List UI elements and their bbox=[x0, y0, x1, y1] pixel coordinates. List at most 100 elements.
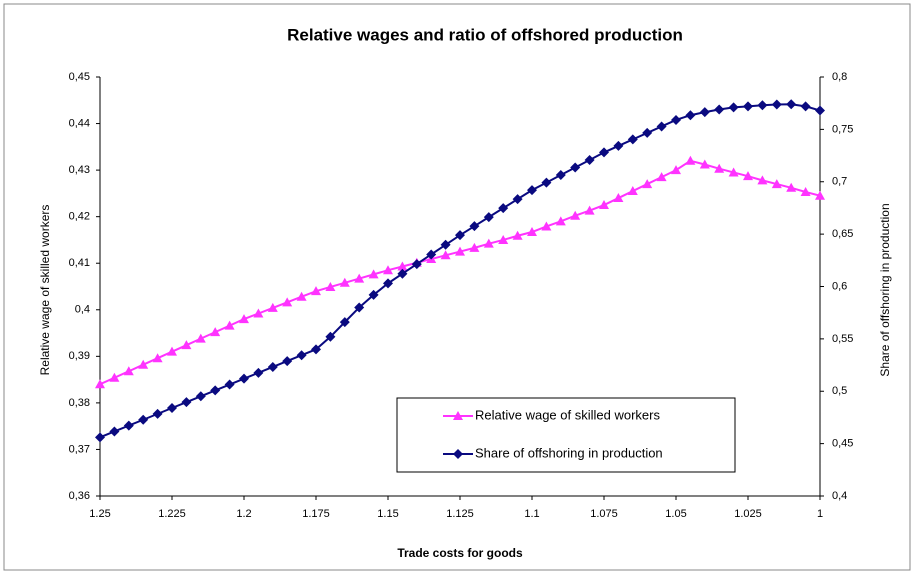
x-tick-label: 1 bbox=[817, 508, 823, 520]
diamond-marker bbox=[800, 101, 811, 112]
diamond-marker bbox=[397, 268, 408, 279]
y2-tick-label: 0,5 bbox=[832, 385, 847, 397]
triangle-marker bbox=[771, 179, 782, 189]
triangle-marker bbox=[570, 210, 581, 220]
triangle-marker bbox=[138, 359, 149, 369]
triangle-marker bbox=[354, 273, 365, 283]
triangle-marker bbox=[613, 193, 624, 203]
y-tick-label: 0,4 bbox=[75, 304, 90, 316]
triangle-marker bbox=[325, 281, 336, 291]
triangle-marker bbox=[453, 411, 463, 420]
diamond-marker bbox=[411, 259, 422, 270]
triangle-marker bbox=[109, 372, 120, 382]
y2-tick-label: 0,55 bbox=[832, 333, 853, 345]
triangle-marker bbox=[123, 366, 134, 376]
diamond-marker bbox=[239, 373, 249, 384]
diamond-marker bbox=[656, 121, 667, 132]
diamond-marker bbox=[541, 177, 552, 188]
y2-tick-label: 0,4 bbox=[832, 490, 847, 502]
diamond-marker bbox=[368, 289, 379, 300]
x-tick-label: 1.125 bbox=[446, 508, 474, 520]
triangle-marker bbox=[224, 320, 235, 330]
triangle-marker bbox=[685, 155, 696, 165]
diamond-marker bbox=[584, 154, 595, 165]
diamond-marker bbox=[95, 432, 105, 443]
triangle-marker bbox=[786, 182, 797, 192]
diamond-marker bbox=[570, 162, 581, 173]
triangle-marker bbox=[671, 165, 681, 175]
x-tick-label: 1.25 bbox=[89, 508, 110, 520]
y-tick-label: 0,45 bbox=[69, 71, 90, 83]
legend-label: Relative wage of skilled workers bbox=[475, 407, 660, 422]
x-tick-label: 1.15 bbox=[377, 508, 398, 520]
triangle-marker bbox=[267, 302, 278, 312]
triangle-marker bbox=[181, 340, 192, 350]
diamond-marker bbox=[224, 379, 235, 390]
triangle-marker bbox=[253, 308, 264, 318]
triangle-marker bbox=[743, 171, 753, 181]
y-axis-title: Relative wage of skilled workers bbox=[38, 205, 52, 376]
triangle-marker bbox=[152, 353, 163, 363]
y-tick-label: 0,39 bbox=[69, 350, 90, 362]
diamond-marker bbox=[339, 317, 350, 328]
triangle-marker bbox=[311, 286, 321, 296]
diamond-marker bbox=[311, 344, 321, 355]
triangle-marker bbox=[498, 234, 509, 244]
triangle-marker bbox=[599, 200, 609, 210]
diamond-marker bbox=[296, 350, 307, 361]
triangle-marker bbox=[483, 238, 494, 248]
diamond-marker bbox=[453, 449, 463, 459]
diamond-marker bbox=[109, 426, 120, 437]
diamond-marker bbox=[743, 101, 753, 112]
triangle-marker bbox=[728, 167, 739, 177]
diamond-marker bbox=[771, 99, 782, 110]
diamond-marker bbox=[599, 147, 609, 158]
diamond-marker bbox=[786, 99, 797, 110]
diamond-marker bbox=[152, 408, 163, 419]
chart-title: Relative wages and ratio of offshored pr… bbox=[287, 25, 683, 44]
x-tick-label: 1.1 bbox=[524, 508, 539, 520]
chart-frame bbox=[3, 3, 911, 571]
y2-tick-label: 0,45 bbox=[832, 438, 853, 450]
legend-label: Share of offshoring in production bbox=[475, 445, 663, 460]
diamond-marker bbox=[282, 356, 293, 367]
x-tick-label: 1.075 bbox=[590, 508, 618, 520]
triangle-marker bbox=[339, 277, 350, 287]
diamond-marker bbox=[469, 221, 480, 232]
triangle-marker bbox=[210, 327, 221, 337]
y2-tick-label: 0,75 bbox=[832, 123, 853, 135]
triangle-marker bbox=[512, 230, 523, 240]
triangle-marker bbox=[455, 246, 465, 256]
diamond-marker bbox=[815, 105, 825, 116]
triangle-marker bbox=[282, 297, 293, 307]
triangle-marker bbox=[714, 163, 725, 173]
triangle-marker bbox=[699, 159, 710, 169]
legend-box bbox=[396, 397, 736, 473]
x-tick-label: 1.225 bbox=[158, 508, 186, 520]
triangle-marker bbox=[469, 242, 480, 252]
diamond-marker bbox=[757, 100, 768, 111]
x-tick-label: 1.175 bbox=[302, 508, 330, 520]
diamond-marker bbox=[383, 278, 393, 289]
diamond-marker bbox=[325, 331, 336, 342]
triangle-marker bbox=[239, 314, 249, 324]
y-tick-label: 0,43 bbox=[69, 164, 90, 176]
y2-tick-label: 0,8 bbox=[832, 71, 847, 83]
triangle-marker bbox=[800, 186, 811, 196]
diamond-marker bbox=[699, 107, 710, 118]
triangle-marker bbox=[527, 227, 537, 237]
y-tick-label: 0,37 bbox=[69, 443, 90, 455]
diamond-marker bbox=[728, 102, 739, 113]
diamond-marker bbox=[181, 397, 192, 408]
diamond-marker bbox=[642, 127, 653, 138]
triangle-marker bbox=[383, 265, 393, 275]
y-tick-label: 0,42 bbox=[69, 211, 90, 223]
diamond-marker bbox=[210, 385, 221, 396]
diamond-marker bbox=[527, 185, 537, 196]
triangle-marker bbox=[167, 346, 177, 356]
triangle-marker bbox=[541, 221, 552, 231]
x-tick-label: 1.025 bbox=[734, 508, 762, 520]
triangle-marker bbox=[95, 379, 105, 389]
